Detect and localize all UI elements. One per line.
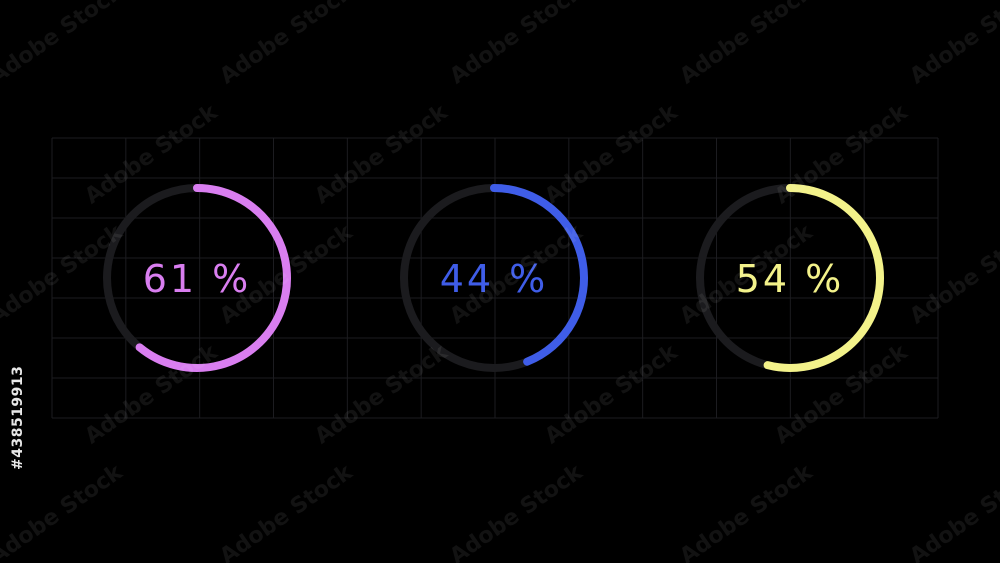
watermark-text: Adobe Stock xyxy=(905,219,1000,329)
watermark-text: Adobe Stock xyxy=(770,99,913,209)
percent-label: 61 % xyxy=(143,257,252,301)
stock-id-label: #438519913 xyxy=(10,365,26,470)
watermark-text: Adobe Stock xyxy=(905,0,1000,89)
rings-group: 61 % 44 % 54 % xyxy=(103,184,885,372)
watermark-text: Adobe Stock xyxy=(905,459,1000,563)
watermark-text: Adobe Stock xyxy=(0,459,128,563)
watermark-text: Adobe Stock xyxy=(445,459,588,563)
watermark-text: Adobe Stock xyxy=(445,0,588,89)
watermark-text: Adobe Stock xyxy=(310,99,453,209)
ring-progress-arc xyxy=(135,184,291,372)
watermark-text: Adobe Stock xyxy=(80,99,223,209)
background-grid xyxy=(51,137,939,419)
watermark-text: Adobe Stock xyxy=(540,99,683,209)
watermark-text: Adobe Stock xyxy=(215,459,358,563)
watermark-text: Adobe Stock xyxy=(540,339,683,449)
percent-label: 44 % xyxy=(440,257,549,301)
watermark-text: Adobe Stock xyxy=(675,0,818,89)
watermark-text: Adobe Stock xyxy=(675,459,818,563)
ring-progress-arc xyxy=(490,184,588,366)
watermark-text: Adobe Stock xyxy=(215,0,358,89)
percent-label: 54 % xyxy=(736,257,845,301)
progress-ring-3: 54 % xyxy=(696,184,885,372)
watermark-text: Adobe Stock xyxy=(310,339,453,449)
watermark-text: Adobe Stock xyxy=(0,0,128,89)
progress-ring-2: 44 % xyxy=(400,184,588,372)
progress-ring-1: 61 % xyxy=(103,184,291,372)
ring-progress-arc xyxy=(763,184,885,372)
